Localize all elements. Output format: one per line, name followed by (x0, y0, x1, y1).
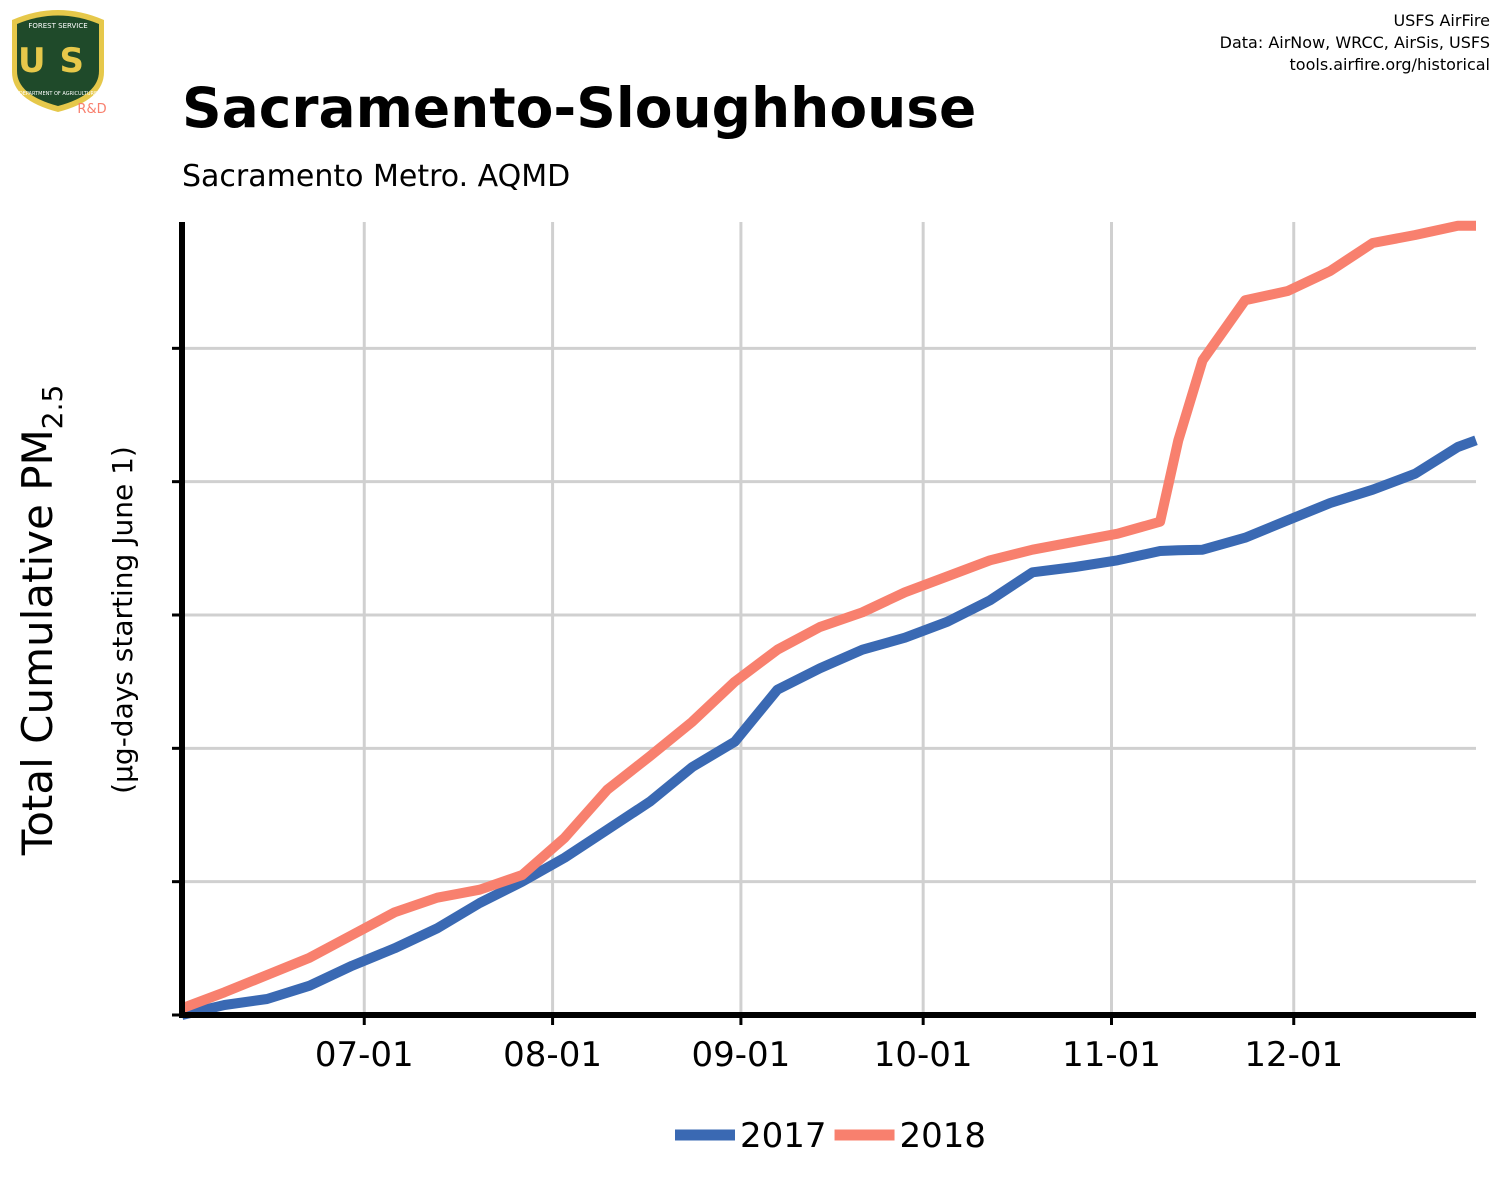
logo-letters: US (18, 41, 98, 81)
logo-tag: R&D (77, 102, 106, 117)
x-tick-label: 08-01 (503, 1035, 602, 1075)
series-line (180, 435, 1478, 1020)
x-tick-label: 12-01 (1244, 1035, 1343, 1075)
credit: Data: AirNow, WRCC, AirSis, USFS (1220, 33, 1490, 52)
credit: USFS AirFire (1393, 11, 1490, 30)
grid (182, 222, 1476, 1017)
legend: 2017 2018 (675, 1116, 986, 1156)
x-tick-label: 07-01 (315, 1035, 414, 1075)
y-axis-sublabel: (µg-days starting June 1) (106, 446, 139, 794)
legend-label: 2017 (740, 1116, 827, 1156)
ticks: 07-01 08-01 09-01 10-01 11-01 12-01 (172, 346, 1343, 1075)
legend-label: 2018 (900, 1116, 987, 1156)
y-axis-label: Total Cumulative PM2.5 (13, 385, 69, 857)
y-axis-label-main: Total Cumulative PM (13, 429, 62, 856)
chart-title: Sacramento-Sloughhouse (182, 76, 976, 140)
logo: FOREST SERVICE US DEPARTMENT OF AGRICULT… (12, 10, 107, 117)
x-tick-label: 10-01 (874, 1035, 973, 1075)
y-axis-label-sub: 2.5 (36, 385, 69, 430)
logo-inner (17, 15, 99, 106)
series-line (180, 220, 1476, 1013)
chart-subtitle: Sacramento Metro. AQMD (182, 159, 570, 194)
plot-lines (180, 220, 1478, 1020)
x-tick-label: 09-01 (692, 1035, 791, 1075)
credit: tools.airfire.org/historical (1290, 55, 1490, 74)
logo-top: FOREST SERVICE (28, 22, 87, 30)
x-tick-label: 11-01 (1062, 1035, 1161, 1075)
logo-bottom: DEPARTMENT OF AGRICULTURE (19, 91, 97, 97)
